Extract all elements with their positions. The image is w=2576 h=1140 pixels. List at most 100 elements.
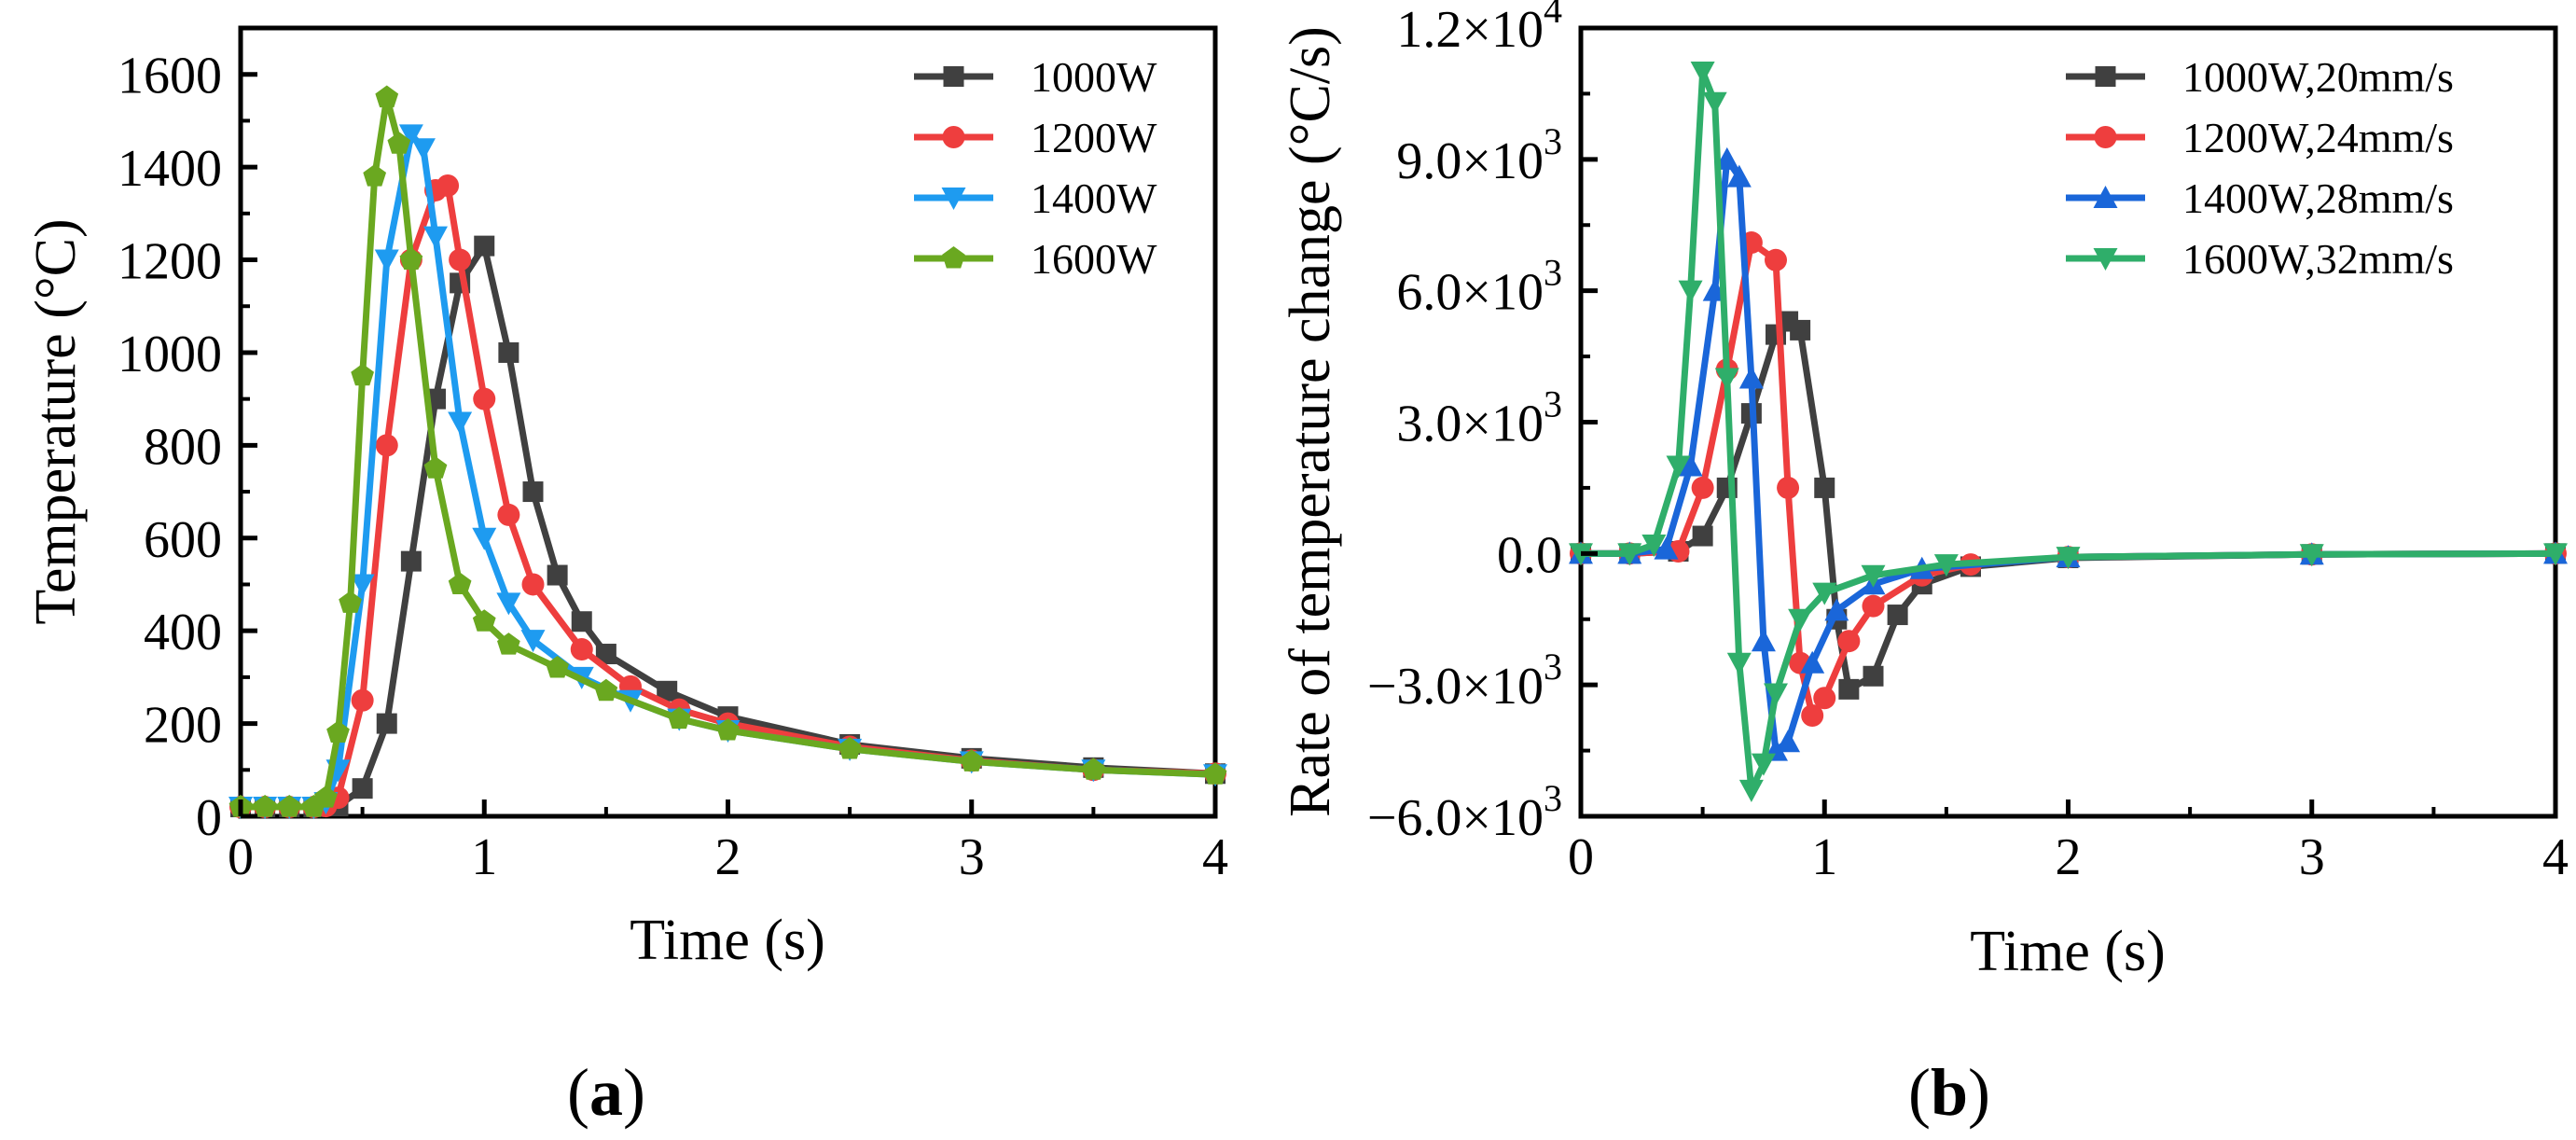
- panel-b-label-close: ): [1968, 1055, 1990, 1130]
- panel-b-series-3-point: [1666, 455, 1691, 479]
- panel-b-series-2-point: [1824, 598, 1849, 621]
- panel-a-legend-label-2: 1400W: [1031, 174, 1157, 222]
- panel-a-series-3-point: [253, 795, 277, 817]
- panel-b-series-3-point: [1726, 652, 1752, 675]
- panel-b-series-0-point: [1887, 605, 1908, 626]
- panel-b-x-tick-label: 3: [2299, 828, 2325, 886]
- panel-a-y-tick-label: 1600: [118, 48, 222, 105]
- panel-a-series-0-point: [498, 341, 519, 363]
- panel-a-series-1-point: [473, 387, 496, 410]
- panel-b-y-tick-label: 6.0×103: [1396, 252, 1562, 322]
- panel-a-series-3-point: [375, 85, 399, 108]
- panel-b-series-2-point: [1678, 453, 1703, 477]
- panel-b-y-tick-label: −6.0×103: [1367, 777, 1562, 847]
- panel-a-y-tick-label: 400: [144, 604, 222, 661]
- panel-a-series-1-point: [436, 174, 460, 197]
- panel-b-series-2-point: [1714, 146, 1739, 170]
- panel-a-series-3-point: [339, 591, 362, 613]
- panel-a-series-3-point: [546, 655, 569, 678]
- panel-a-label: (a): [567, 1055, 645, 1130]
- panel-a-series-0-point: [474, 235, 495, 257]
- panel-a-y-tick-label: 200: [144, 697, 222, 755]
- panel-a-y-tick-label: 0: [196, 789, 222, 847]
- panel-a-legend-marker-3: [942, 246, 965, 269]
- panel-b-y-tick-exponent: 3: [1544, 777, 1562, 819]
- panel-b-x-tick-label: 0: [1568, 828, 1594, 886]
- panel-b-y-tick-label: 9.0×103: [1396, 120, 1562, 190]
- panel-b-label-open: (: [1908, 1055, 1931, 1130]
- panel-a-legend-marker-0: [943, 66, 964, 87]
- panel-b-series-3-point: [1933, 554, 1959, 577]
- panel-a-series-3-point: [1203, 762, 1227, 785]
- panel-b-legend-label-2: 1400W,28mm/s: [2182, 174, 2454, 222]
- panel-b-x-tick-label: 1: [1811, 828, 1837, 886]
- panel-a-y-tick-label: 1400: [118, 140, 222, 198]
- panel-a-x-tick-label: 1: [471, 828, 497, 886]
- panel-b-legend-marker-1: [2094, 126, 2117, 148]
- panel-a-series-3-point: [448, 572, 472, 594]
- panel-a-series-0-point: [657, 680, 678, 702]
- panel-b-y-tick-mantissa: 0.0: [1497, 526, 1562, 584]
- panel-a-series-0-point: [352, 778, 373, 799]
- panel-b-legend-label-1: 1200W,24mm/s: [2182, 114, 2454, 161]
- panel-a-series-0-point: [400, 550, 422, 572]
- panel-a-series-2-point: [472, 527, 497, 550]
- panel-b-series-3-point: [1738, 779, 1764, 802]
- panel-a-series-2-point: [410, 138, 436, 161]
- panel-b-legend-label-3: 1600W,32mm/s: [2182, 235, 2454, 283]
- panel-a-series-0-point: [522, 481, 544, 503]
- panel-a-x-tick-label: 3: [959, 828, 985, 886]
- panel-a-series-2-point: [398, 124, 423, 147]
- panel-b-y-axis-title: Rate of temperature change (°C/s): [1279, 26, 1342, 817]
- panel-b-series-3-point: [2543, 543, 2568, 566]
- panel-b-series-3-point: [1690, 61, 1715, 84]
- panel-b-series-1-point: [1691, 476, 1714, 499]
- panel-a-legend: 1000W 1200W 1400W 1600W: [914, 53, 1157, 283]
- panel-a-y-tick-label: 1200: [118, 233, 222, 291]
- panel-a-series-3-point: [960, 749, 984, 772]
- panel-a-series-3-point: [472, 609, 496, 632]
- panel-a-series-3-point: [399, 247, 423, 271]
- panel-a-series-3-point: [314, 785, 338, 808]
- panel-b-y-tick-mantissa: −6.0×10: [1367, 789, 1544, 847]
- panel-a-series-3-point: [716, 718, 740, 741]
- panel-a-legend-label-1: 1200W: [1031, 114, 1157, 161]
- panel-a-y-tick-label: 1000: [118, 326, 222, 383]
- panel-b-y-tick-label: 0.0: [1497, 526, 1562, 584]
- panel-b-x-axis-title: Time (s): [1970, 920, 2166, 983]
- panel-b-y-tick-mantissa: 9.0×10: [1396, 132, 1544, 190]
- panel-b-y-tick-mantissa: 3.0×10: [1396, 396, 1544, 453]
- panel-b-series-3-point: [1678, 280, 1703, 303]
- panel-a-series-3-point: [363, 164, 387, 187]
- panel-b-series-0-point: [1838, 678, 1860, 700]
- panel-a-x-axis-title: Time (s): [630, 909, 825, 972]
- panel-b-legend-marker-3: [2093, 248, 2118, 271]
- panel-a-series-3-point: [667, 706, 691, 730]
- panel-a-legend-label-3: 1600W: [1031, 235, 1157, 283]
- panel-b-series-0-point: [1790, 319, 1811, 341]
- panel-a-label-close: ): [623, 1055, 645, 1130]
- panel-b-y-tick-mantissa: 1.2×10: [1396, 1, 1544, 59]
- panel-a-series-2-point: [350, 574, 375, 597]
- panel-a-series-2-point: [520, 630, 546, 653]
- panel-b-series-0-point: [1863, 665, 1884, 687]
- panel-b-series-3-point: [1617, 543, 1642, 566]
- panel-a-series-0-point: [547, 564, 568, 586]
- panel-b-y-tick-exponent: 3: [1544, 646, 1562, 688]
- panel-b-series-2-point: [1776, 730, 1801, 753]
- panel-a-series-0-point: [595, 644, 616, 665]
- panel-b-legend-marker-0: [2095, 66, 2116, 87]
- panel-b-series-3-point: [1861, 564, 1886, 588]
- panel-b-y-tick-exponent: 3: [1544, 383, 1562, 425]
- panel-a-legend-marker-2: [941, 188, 966, 210]
- panel-a-series-3-point: [1082, 758, 1105, 780]
- panel-b-x-tick-label: 4: [2542, 828, 2569, 886]
- panel-b-axes: 0 1 2 3 4−6.0×103−3.0×1030.03.0×1036.0×1039.…: [1367, 0, 2569, 886]
- panel-a-series-3-point: [326, 720, 350, 744]
- panel-b-series-3-point: [2299, 544, 2324, 567]
- panel-a-y-tick-label: 800: [144, 418, 222, 476]
- panel-b-series-3-point: [1764, 683, 1788, 706]
- panel-a-series-2-point: [448, 411, 473, 435]
- panel-b: 0 1 2 3 4−6.0×103−3.0×1030.03.0×1036.0×1039.…: [1279, 0, 2569, 1130]
